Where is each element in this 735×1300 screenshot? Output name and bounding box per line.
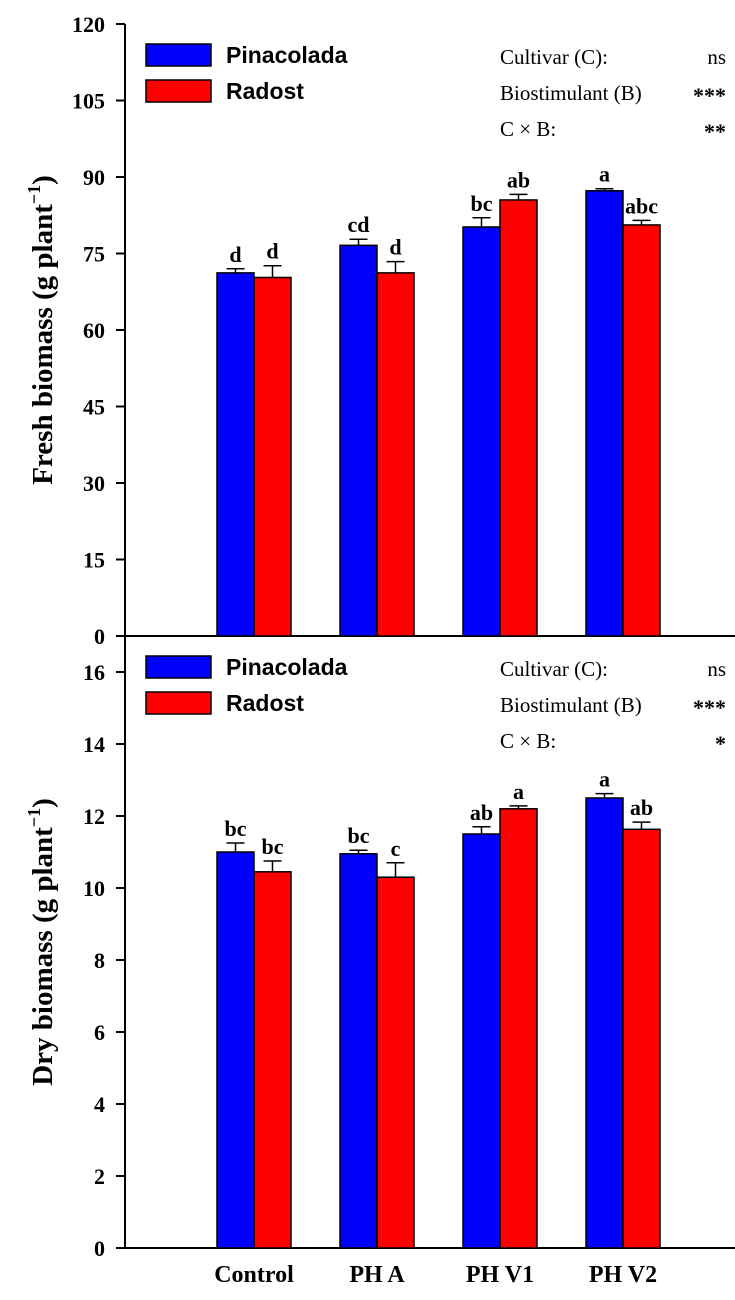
bar-pinacolada-2: [462, 226, 501, 637]
significance-letter: bc: [262, 834, 284, 859]
y-tick-label: 30: [83, 471, 105, 496]
x-category-label: Control: [214, 1262, 294, 1288]
stat-significance: *: [715, 731, 726, 756]
stat-label: C × B:: [500, 117, 556, 141]
y-tick-label: 15: [83, 548, 105, 573]
y-tick-label: 2: [94, 1164, 105, 1189]
y-axis-title-main: Fresh biomass (g plant: [27, 204, 59, 485]
significance-letter: bc: [471, 191, 493, 216]
stat-label: Cultivar (C):: [500, 657, 608, 681]
stat-label: C × B:: [500, 729, 556, 753]
significance-letter: cd: [348, 212, 370, 237]
bar-radost-0: [253, 871, 292, 1249]
significance-letter: ab: [470, 800, 493, 825]
y-tick-label: 4: [94, 1092, 105, 1117]
y-axis-title: Fresh biomass (g plant−1): [24, 175, 59, 485]
stat-label: Biostimulant (B): [500, 693, 642, 717]
y-axis-title: Dry biomass (g plant−1): [24, 798, 59, 1086]
y-axis-title-close: ): [27, 175, 59, 185]
significance-letter: bc: [348, 823, 370, 848]
stat-significance: ***: [693, 83, 726, 108]
stat-significance: **: [704, 119, 726, 144]
bar-radost-2: [499, 808, 538, 1249]
significance-letter: ab: [507, 167, 530, 192]
significance-letter: bc: [225, 816, 247, 841]
legend-swatch-pinacolada: [145, 655, 212, 679]
y-axis-title-close: ): [27, 798, 59, 808]
significance-letter: a: [513, 779, 524, 804]
y-tick-label: 14: [83, 732, 105, 757]
stat-significance: ns: [707, 45, 726, 69]
significance-letter: c: [391, 836, 401, 861]
bar-radost-1: [376, 272, 415, 637]
bar-pinacolada-0: [216, 272, 255, 637]
significance-letter: ab: [630, 795, 653, 820]
y-axis-title-sup: −1: [24, 185, 44, 204]
bar-radost-1: [376, 876, 415, 1249]
bar-pinacolada-0: [216, 851, 255, 1249]
bar-pinacolada-3: [585, 190, 624, 637]
y-axis-title-sup: −1: [24, 808, 44, 827]
legend-label-radost: Radost: [226, 78, 304, 104]
x-category-label: PH V2: [589, 1262, 657, 1288]
y-tick-label: 16: [83, 660, 105, 685]
bar-pinacolada-3: [585, 797, 624, 1249]
stat-label: Biostimulant (B): [500, 81, 642, 105]
y-tick-label: 8: [94, 948, 105, 973]
legend-label-pinacolada: Pinacolada: [226, 654, 348, 680]
stat-significance: ns: [707, 657, 726, 681]
y-tick-label: 0: [94, 1236, 105, 1261]
legend-swatch-pinacolada: [145, 43, 212, 67]
y-tick-label: 0: [94, 624, 105, 649]
y-tick-label: 90: [83, 165, 105, 190]
x-category-label: PH V1: [466, 1262, 534, 1288]
significance-letter: a: [599, 162, 610, 187]
legend-label-radost: Radost: [226, 690, 304, 716]
significance-letter: a: [599, 767, 610, 792]
y-tick-label: 105: [72, 89, 105, 114]
legend-swatch-radost: [145, 79, 212, 103]
bar-radost-2: [499, 199, 538, 637]
y-tick-label: 75: [83, 242, 105, 267]
significance-letter: abc: [625, 193, 658, 218]
bar-radost-3: [622, 224, 661, 637]
legend-label-pinacolada: Pinacolada: [226, 42, 348, 68]
y-tick-label: 6: [94, 1020, 105, 1045]
legend-swatch-radost: [145, 691, 212, 715]
x-category-label: PH A: [349, 1262, 405, 1288]
significance-letter: d: [389, 235, 401, 260]
bar-pinacolada-1: [339, 244, 378, 637]
bar-pinacolada-1: [339, 853, 378, 1249]
y-tick-label: 12: [83, 804, 105, 829]
bar-radost-0: [253, 276, 292, 637]
y-tick-label: 60: [83, 318, 105, 343]
stat-label: Cultivar (C):: [500, 45, 608, 69]
stat-significance: ***: [693, 695, 726, 720]
y-axis-title-main: Dry biomass (g plant: [27, 827, 59, 1086]
significance-letter: d: [266, 239, 278, 264]
panel-fresh-biomass: 0 15 30 45 60 75 90 105 120 Fresh biomass (g plan…: [24, 12, 735, 649]
bar-radost-3: [622, 828, 661, 1249]
y-tick-label: 10: [83, 876, 105, 901]
bar-pinacolada-2: [462, 833, 501, 1249]
y-tick-label: 45: [83, 395, 105, 420]
significance-letter: d: [229, 242, 241, 267]
y-tick-label: 120: [72, 12, 105, 37]
